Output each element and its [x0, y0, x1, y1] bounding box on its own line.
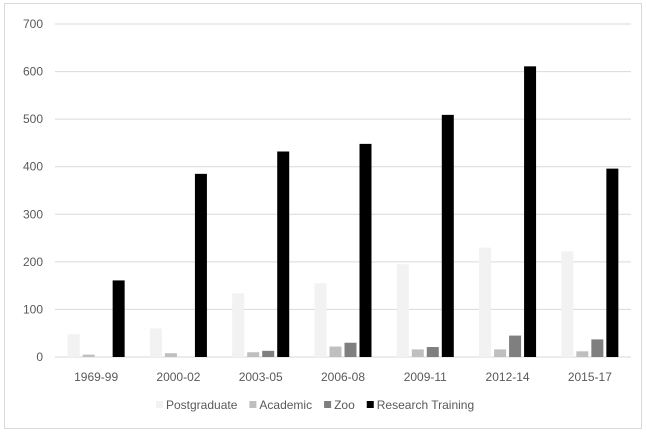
bar-postgraduate: [561, 251, 574, 357]
bar-zoo: [426, 347, 439, 357]
y-tick-label: 200: [23, 255, 43, 269]
bar-postgraduate: [232, 293, 245, 357]
x-tick-label: 2009-11: [404, 370, 447, 384]
gridlines: [55, 23, 631, 358]
bar-postgraduate: [67, 334, 80, 357]
y-tick-label: 600: [23, 65, 43, 79]
bar-academic: [164, 353, 177, 357]
x-tick-label: 2012-14: [486, 370, 530, 384]
bar-postgraduate: [149, 328, 162, 357]
bar-academic: [247, 352, 260, 357]
y-tick-label: 300: [23, 207, 43, 221]
y-tick-label: 400: [23, 160, 43, 174]
bar-academic: [329, 346, 342, 357]
legend-swatch: [366, 401, 374, 408]
x-tick-label: 2003-05: [239, 370, 283, 384]
legend-swatch: [324, 401, 332, 408]
y-tick-label: 500: [23, 112, 43, 126]
legend-label: Postgraduate: [166, 398, 238, 412]
y-axis-ticks: 0 100 200 300 400 500 600 700: [23, 17, 43, 364]
bar-zoo: [262, 350, 275, 357]
y-tick-label: 700: [23, 17, 43, 31]
x-tick-label: 1969-99: [74, 370, 118, 384]
legend-label: Research Training: [377, 398, 474, 412]
bar-academic: [576, 351, 589, 357]
x-tick-label: 2015-17: [568, 370, 612, 384]
legend: Postgraduate Academic Zoo Research Training: [156, 398, 474, 412]
bars: [67, 66, 619, 358]
bar-research-training: [524, 66, 537, 358]
bar-postgraduate: [314, 283, 327, 357]
y-tick-label: 0: [36, 350, 43, 364]
bar-postgraduate: [479, 247, 492, 357]
bar-academic: [82, 354, 95, 357]
legend-swatch: [249, 401, 257, 408]
bar-zoo: [591, 339, 604, 357]
bar-research-training: [112, 280, 125, 357]
bar-academic: [411, 349, 424, 357]
bar-research-training: [441, 114, 454, 358]
x-tick-label: 2006-08: [321, 370, 365, 384]
bar-research-training: [359, 143, 372, 357]
bar-research-training: [194, 173, 207, 357]
legend-label: Academic: [259, 398, 312, 412]
bar-postgraduate: [396, 264, 409, 357]
bar-research-training: [277, 151, 290, 357]
y-tick-label: 100: [23, 302, 43, 316]
legend-label: Zoo: [334, 398, 355, 412]
legend-swatch: [156, 401, 163, 408]
bar-zoo: [509, 335, 522, 357]
bar-academic: [494, 349, 507, 357]
x-axis-ticks: 1969-99 2000-02 2003-05 2006-08 2009-11 2012-…: [74, 370, 612, 384]
bar-zoo: [344, 342, 357, 357]
bar-research-training: [606, 168, 619, 357]
x-tick-label: 2000-02: [156, 370, 200, 384]
